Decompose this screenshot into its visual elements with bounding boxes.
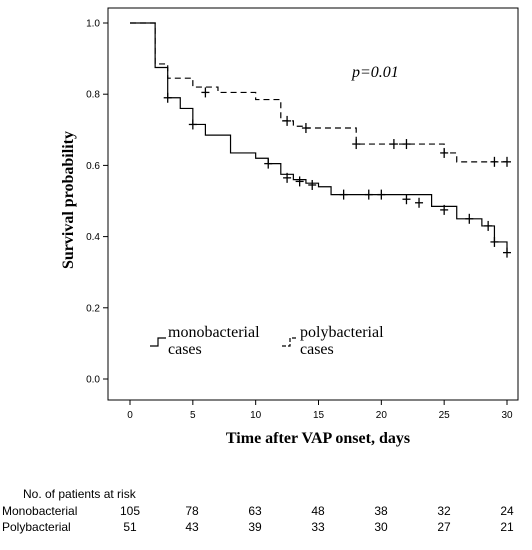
- risk-cell: 32: [437, 504, 451, 518]
- risk-cell: 33: [311, 520, 325, 534]
- x-tick-label: 15: [313, 410, 325, 421]
- curves: [130, 22, 508, 253]
- risk-row-label: Monobacterial: [2, 504, 78, 518]
- legend-symbol: [150, 337, 166, 347]
- x-tick-label: 10: [250, 410, 262, 421]
- x-tick-label: 0: [127, 410, 133, 421]
- y-tick-label: 0.4: [86, 232, 100, 243]
- risk-cell: 43: [185, 520, 199, 534]
- x-axis-label: Time after VAP onset, days: [226, 430, 410, 447]
- legend-symbol: [282, 337, 298, 347]
- risk-cell: 51: [123, 520, 137, 534]
- x-tick-label: 30: [501, 410, 513, 421]
- risk-cell: 78: [185, 504, 199, 518]
- polybacterial-curve: [130, 22, 507, 163]
- y-tick-label: 0.6: [86, 161, 100, 172]
- plot-frame: [107, 7, 519, 401]
- y-axis-label: Survival probability: [60, 131, 77, 269]
- risk-cell: 38: [374, 504, 388, 518]
- risk-cell: 24: [500, 504, 514, 518]
- legend-label: cases: [168, 341, 202, 358]
- legend-label: polybacterial: [300, 324, 384, 341]
- y-tick-label: 0.0: [86, 375, 100, 386]
- risk-cell: 27: [437, 520, 451, 534]
- risk-cell: 105: [119, 504, 141, 518]
- axes: 0 5 10 15 20 25 30 0.0 0.2 0.4 0.6 0.8 1.0: [86, 19, 513, 422]
- risk-table: No. of patients at risk Monobacterial 10…: [0, 487, 532, 547]
- p-value-annotation: p=0.01: [351, 64, 399, 81]
- y-tick-label: 0.8: [86, 90, 100, 101]
- risk-cell: 21: [500, 520, 514, 534]
- monobacterial-curve: [130, 22, 508, 253]
- risk-row-monobacterial: Monobacterial 105 78 63 48 38 32 24: [0, 504, 532, 520]
- survival-chart: 0 5 10 15 20 25 30 0.0 0.2 0.4 0.6 0.8 1.0 p=0.01 mo…: [60, 7, 519, 447]
- legend-label: cases: [300, 341, 334, 358]
- x-tick-label: 5: [190, 410, 196, 421]
- y-tick-label: 0.2: [86, 303, 100, 314]
- legend-label: monobacterial: [168, 324, 260, 341]
- y-tick-label: 1.0: [86, 19, 100, 30]
- risk-table-title: No. of patients at risk: [23, 487, 136, 501]
- risk-row-label: Polybacterial: [2, 520, 71, 534]
- x-tick-label: 25: [439, 410, 451, 421]
- risk-cell: 39: [248, 520, 262, 534]
- risk-cell: 30: [374, 520, 388, 534]
- risk-cell: 48: [311, 504, 325, 518]
- risk-cell: 63: [248, 504, 262, 518]
- x-tick-label: 20: [376, 410, 388, 421]
- censor-marks: [163, 87, 511, 258]
- risk-row-polybacterial: Polybacterial 51 43 39 33 30 27 21: [0, 520, 532, 536]
